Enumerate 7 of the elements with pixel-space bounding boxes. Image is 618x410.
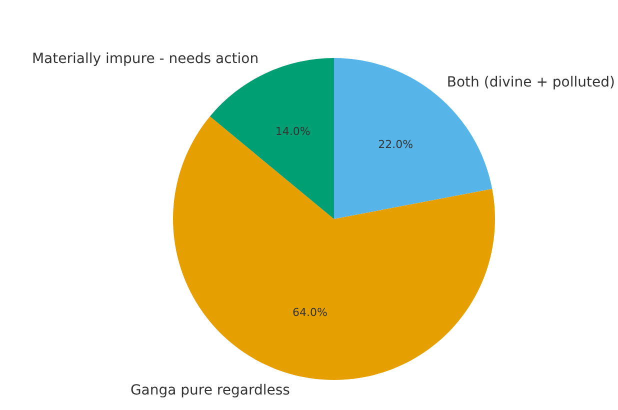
data-label: 64.0% <box>292 306 328 320</box>
slice-label: Ganga pure regardless <box>130 382 290 399</box>
data-label: 22.0% <box>378 138 414 152</box>
slice-label: Materially impure - needs action <box>32 50 259 67</box>
data-label: 14.0% <box>275 125 310 138</box>
pie-slice <box>173 116 495 380</box>
slice-label: Both (divine + polluted) <box>446 74 615 91</box>
